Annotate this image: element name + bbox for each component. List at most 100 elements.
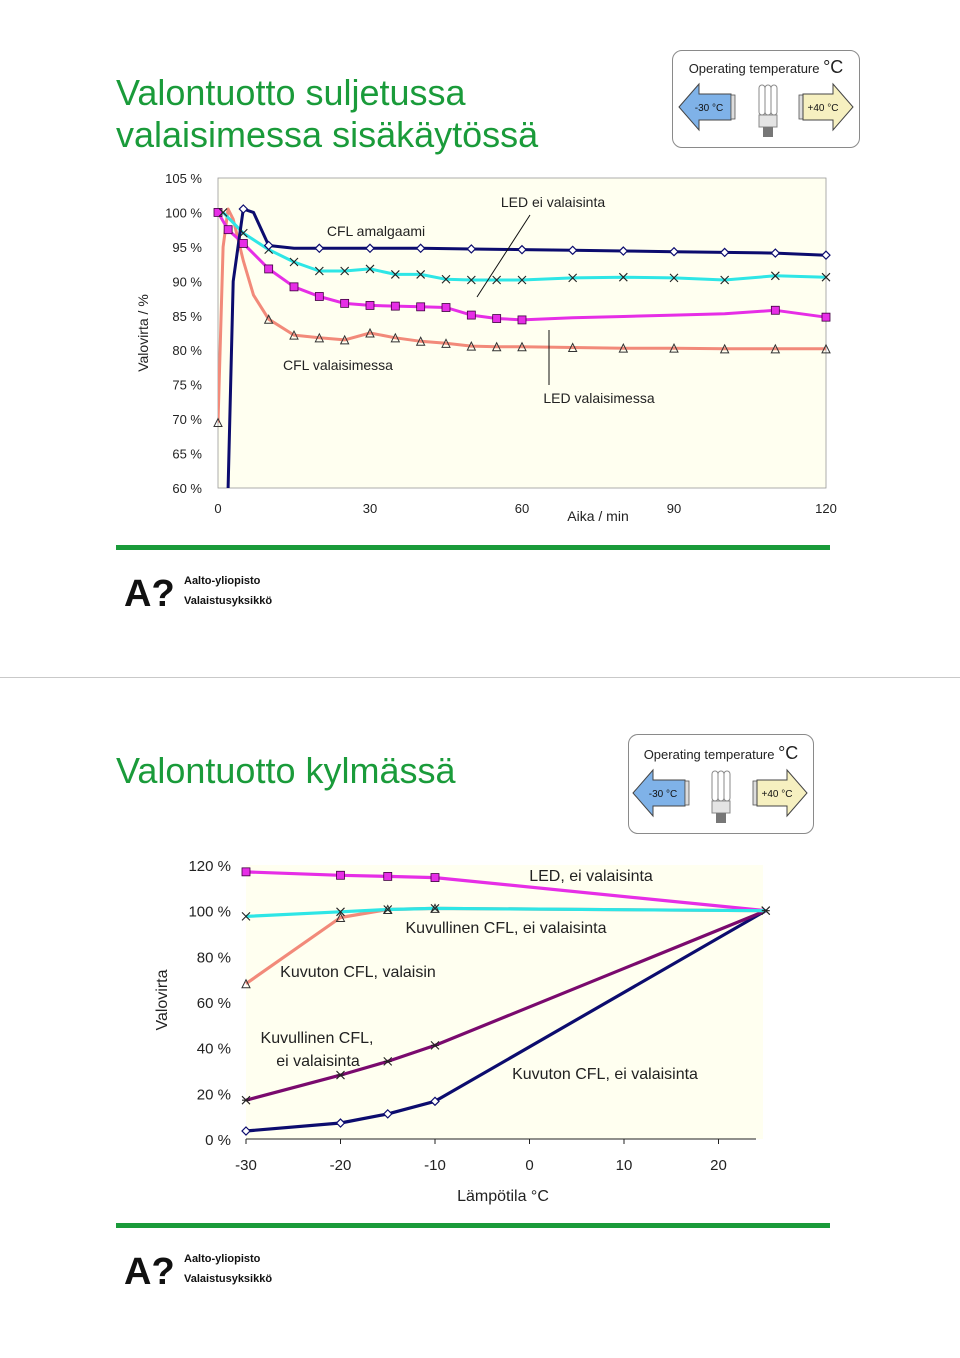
data-point-diamond xyxy=(415,243,426,254)
green-divider-bar xyxy=(116,545,830,550)
data-point-triangle xyxy=(517,341,527,352)
annotation-label: CFL valaisimessa xyxy=(283,357,393,373)
annotation-label: CFL amalgaami xyxy=(327,223,425,239)
slide-title: Valontuotto suljetussa valaisimessa sisä… xyxy=(116,72,538,157)
y-tick-label: 100 % xyxy=(165,205,202,220)
annotation-label: ei valaisinta xyxy=(276,1053,360,1070)
operating-temperature-panel: Operating temperature °C -30 °C +40 °C xyxy=(672,50,860,148)
y-tick-label: 0 % xyxy=(205,1132,231,1149)
hot-temperature-label: +40 °C xyxy=(762,789,793,800)
data-point-triangle xyxy=(289,329,299,340)
data-point-diamond xyxy=(382,1109,393,1119)
y-tick-label: 65 % xyxy=(172,447,202,462)
operating-temperature-title: Operating temperature °C xyxy=(673,57,859,78)
data-point-triangle xyxy=(430,903,440,913)
data-point-x xyxy=(336,907,345,917)
chart-luminous-flux-vs-time: 60 % 65 % 70 % 75 % 80 % 85 % 90 % 95 % 100 % 105… xyxy=(135,171,837,524)
data-point-asterisk xyxy=(430,1040,440,1050)
data-point-x xyxy=(218,208,228,217)
operating-temperature-label: Operating temperature xyxy=(643,747,775,762)
data-point-diamond xyxy=(430,1096,440,1107)
annotation-label: Kuvuton CFL, ei valaisinta xyxy=(512,1066,698,1083)
data-point-square xyxy=(770,305,780,315)
data-point-x xyxy=(340,266,350,276)
y-axis-label: Valovirta xyxy=(154,969,171,1030)
x-tick-label: 10 xyxy=(616,1157,633,1174)
green-divider-bar-2 xyxy=(116,1223,830,1228)
y-tick-label: 85 % xyxy=(172,309,202,324)
aalto-mark-icon: A? xyxy=(124,1252,175,1286)
data-point-diamond xyxy=(263,240,274,251)
plot-area xyxy=(217,177,827,489)
data-point-square xyxy=(383,872,393,881)
data-point-x xyxy=(568,273,578,283)
operating-temperature-title: Operating temperature °C xyxy=(629,743,813,764)
data-point-square xyxy=(430,873,440,882)
data-point-x xyxy=(466,275,476,285)
data-point-asterisk xyxy=(383,1056,393,1066)
x-tick-label: 0 xyxy=(214,501,221,516)
data-point-asterisk xyxy=(241,1095,251,1105)
data-point-square xyxy=(390,301,400,311)
data-point-x xyxy=(289,257,299,267)
data-point-diamond xyxy=(719,247,730,258)
annotation-leader-line xyxy=(476,214,531,298)
y-axis-label: Valovirta / % xyxy=(135,294,151,372)
annotation-label: LED ei valaisinta xyxy=(501,194,605,210)
x-tick-label: 60 xyxy=(515,501,529,516)
annotation-label: Kuvuton CFL, valaisin xyxy=(280,964,436,981)
y-tick-label: 90 % xyxy=(172,274,202,289)
annotation-label: Kuvullinen CFL, xyxy=(261,1030,374,1047)
data-point-x xyxy=(238,228,248,238)
data-point-square xyxy=(223,225,233,235)
data-point-diamond xyxy=(314,243,325,254)
data-point-diamond xyxy=(517,244,527,255)
data-point-x xyxy=(441,274,451,284)
x-tick-label: 0 xyxy=(525,1157,533,1174)
hot-temperature-label: +40 °C xyxy=(808,103,839,114)
data-point-square xyxy=(264,264,274,274)
data-point-triangle xyxy=(339,334,350,345)
hot-arrow-icon xyxy=(802,82,854,132)
data-point-x xyxy=(390,270,400,279)
data-point-diamond xyxy=(238,204,249,214)
cold-thermometer-icon xyxy=(730,94,736,120)
data-point-diamond xyxy=(669,246,679,257)
x-tick-label: -30 xyxy=(235,1157,257,1174)
data-point-x xyxy=(618,272,628,282)
data-point-triangle xyxy=(335,912,346,923)
hot-arrow-icon xyxy=(756,768,808,818)
temperature-arrows: -30 °C +40 °C xyxy=(632,768,808,823)
data-point-triangle xyxy=(441,338,451,348)
data-point-square xyxy=(340,298,350,308)
y-tick-label: 60 % xyxy=(172,481,202,496)
data-point-square xyxy=(821,312,831,322)
data-point-square xyxy=(289,282,299,292)
data-point-square xyxy=(213,208,223,217)
data-point-triangle xyxy=(314,332,325,343)
data-point-square xyxy=(416,302,426,312)
data-point-diamond xyxy=(365,243,375,254)
data-point-diamond xyxy=(567,245,578,256)
data-point-triangle xyxy=(415,336,426,346)
title-line-1: Valontuotto kylmässä xyxy=(116,750,456,791)
data-point-square xyxy=(241,867,251,877)
y-tick-label: 105 % xyxy=(165,171,202,186)
data-point-x xyxy=(492,275,502,285)
y-tick-label: 95 % xyxy=(172,240,202,255)
y-tick-label: 80 % xyxy=(172,343,202,358)
data-point-x xyxy=(383,905,393,914)
x-tick-label: 120 xyxy=(815,501,837,516)
data-point-square xyxy=(314,292,324,301)
title-line-2: valaisimessa sisäkäytössä xyxy=(116,114,539,156)
annotation-label: LED valaisimessa xyxy=(543,390,654,406)
svg-text:A?: A? xyxy=(124,1252,175,1286)
data-point-diamond xyxy=(241,1126,251,1136)
slide-1: Valontuotto suljetussa valaisimessa sisä… xyxy=(0,0,960,676)
svg-text:A?: A? xyxy=(124,574,175,608)
data-point-square xyxy=(365,301,375,310)
logo-line-1: Aalto-yliopisto xyxy=(184,1253,261,1265)
data-point-triangle xyxy=(213,417,223,428)
data-point-x xyxy=(241,911,251,921)
cold-thermometer-icon xyxy=(684,780,690,806)
